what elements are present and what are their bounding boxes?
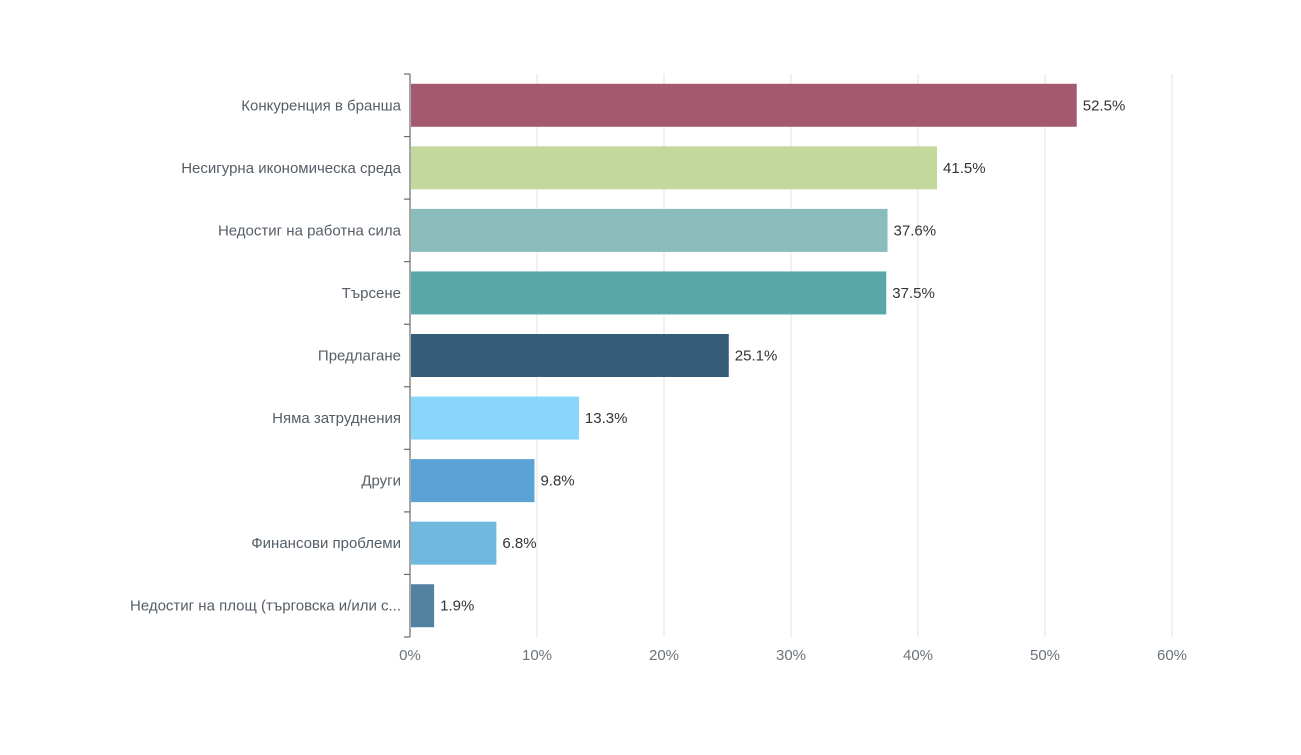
x-tick-label: 50%	[1030, 647, 1060, 664]
x-tick-label: 20%	[649, 647, 679, 664]
bar[interactable]	[411, 146, 938, 190]
category-label: Предлагане	[318, 348, 401, 365]
category-label: Търсене	[342, 285, 401, 302]
bar[interactable]	[411, 271, 887, 315]
value-label: 1.9%	[440, 598, 474, 615]
category-label: Други	[361, 473, 401, 490]
value-label: 37.6%	[894, 222, 937, 239]
value-label: 13.3%	[585, 410, 628, 427]
x-tick-label: 40%	[903, 647, 933, 664]
category-label: Несигурна икономическа среда	[181, 160, 401, 177]
bar[interactable]	[411, 334, 729, 377]
bar[interactable]	[411, 83, 1077, 127]
axis-layer	[404, 73, 411, 638]
category-label: Няма затруднения	[272, 410, 401, 427]
category-label: Финансови проблеми	[251, 535, 401, 552]
value-label: 41.5%	[943, 160, 986, 177]
value-label: 52.5%	[1083, 97, 1126, 114]
x-tick-label: 10%	[522, 647, 552, 664]
bar[interactable]	[411, 459, 535, 503]
x-tick-label: 30%	[776, 647, 806, 664]
bar[interactable]	[411, 208, 888, 252]
x-tick-label: 60%	[1157, 647, 1187, 664]
value-label: 37.5%	[892, 285, 935, 302]
category-label: Недостиг на работна сила	[218, 222, 402, 239]
bars-layer	[411, 83, 1077, 628]
value-label: 25.1%	[735, 348, 778, 365]
value-label: 9.8%	[540, 473, 574, 490]
bar[interactable]	[411, 521, 497, 565]
bar[interactable]	[411, 396, 579, 440]
bar[interactable]	[411, 584, 435, 628]
category-label: Конкуренция в бранша	[241, 97, 401, 114]
category-label: Недостиг на площ (търговска и/или с...	[130, 598, 401, 615]
labels-layer: 0% 10% 20% 30% 40% 50% 60% Конкуренция в бранша…	[130, 97, 1187, 664]
x-tick-label: 0%	[399, 647, 421, 664]
value-label: 6.8%	[502, 535, 536, 552]
